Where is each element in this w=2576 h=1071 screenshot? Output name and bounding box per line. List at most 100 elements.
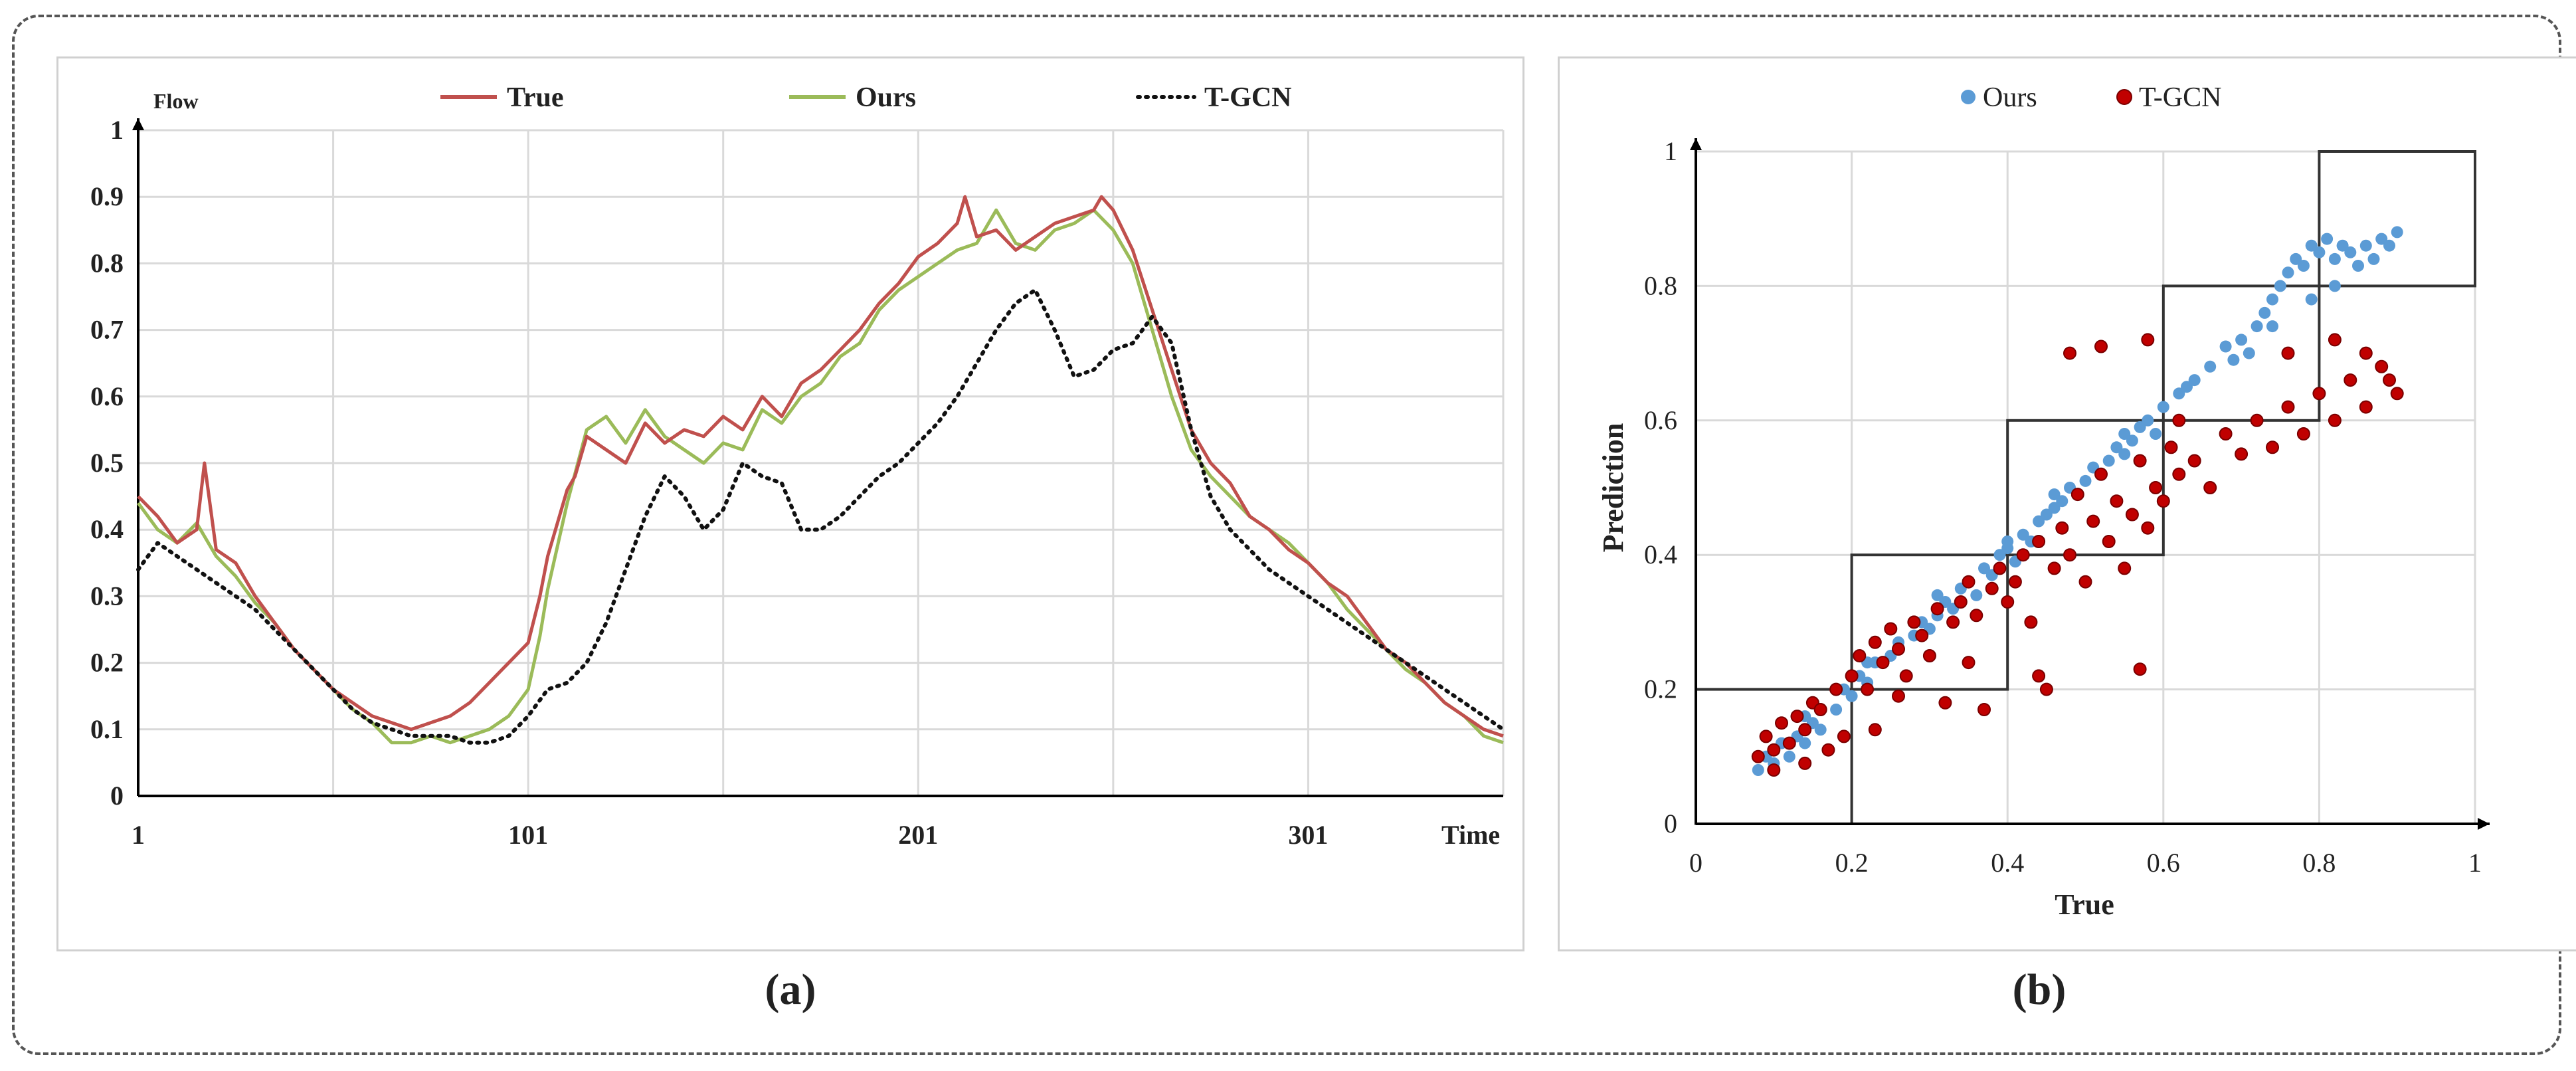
data-point xyxy=(2305,293,2318,306)
x-axis-label: True xyxy=(2055,888,2114,921)
data-point xyxy=(2375,233,2388,245)
data-point xyxy=(2157,401,2169,413)
data-point xyxy=(2352,260,2364,272)
y-axis-head xyxy=(132,118,144,130)
x-tick-label: 1 xyxy=(2468,848,2482,878)
scatter-chart: 0 0.2 0.4 0.6 0.8 1 0 0.2 0.4 0.6 0.8 1 True Predicti… xyxy=(1597,82,2490,921)
data-point xyxy=(2328,252,2341,265)
data-point xyxy=(2142,414,2154,427)
data-point xyxy=(1993,549,2006,561)
data-point xyxy=(1767,763,1781,777)
data-point xyxy=(2172,413,2186,427)
data-point xyxy=(2328,413,2342,427)
data-point xyxy=(2134,421,2146,433)
data-point xyxy=(2297,260,2310,272)
y-axis-label: Flow xyxy=(153,89,199,113)
data-point xyxy=(2118,428,2131,440)
data-point xyxy=(2126,435,2138,447)
y-axis-head xyxy=(1690,138,1702,150)
data-point xyxy=(2149,481,2163,494)
data-point xyxy=(2204,360,2217,373)
data-point xyxy=(2181,381,2193,393)
data-point xyxy=(2187,454,2201,468)
data-point xyxy=(1884,622,1898,636)
data-point xyxy=(2375,359,2389,373)
caption-b: (b) xyxy=(2012,965,2067,1014)
data-point xyxy=(2156,494,2170,508)
data-point xyxy=(1752,764,1764,776)
data-point xyxy=(2110,441,2123,454)
data-point xyxy=(1978,703,1991,716)
data-point xyxy=(1868,723,1882,737)
series-line-t-gcn xyxy=(136,288,1505,745)
y-tick-label: 0.7 xyxy=(90,315,124,345)
data-point xyxy=(2102,454,2115,467)
x-tick-label: 201 xyxy=(898,820,938,850)
data-point xyxy=(2359,346,2373,360)
data-point xyxy=(1962,575,1976,589)
data-point xyxy=(1759,730,1773,743)
data-point xyxy=(1985,581,1999,595)
data-point xyxy=(2391,226,2403,239)
legend-label: T-GCN xyxy=(1204,82,1291,113)
data-point xyxy=(1845,669,1859,683)
data-point xyxy=(2047,561,2061,575)
x-tick-label: 0.6 xyxy=(2147,848,2180,878)
data-point xyxy=(1915,629,1929,642)
data-point xyxy=(1938,696,1952,710)
data-point xyxy=(1946,615,1960,629)
data-point xyxy=(1798,723,1812,737)
legend-label: True xyxy=(507,82,564,113)
data-point xyxy=(2219,340,2232,353)
data-point xyxy=(1876,656,1890,670)
y-tick-label: 0.5 xyxy=(90,448,124,478)
x-tick-label: 0.2 xyxy=(1835,848,1869,878)
data-point xyxy=(2227,353,2240,366)
data-point xyxy=(2001,595,2015,609)
series-line-true xyxy=(137,195,1504,738)
data-point xyxy=(1782,736,1796,750)
data-point xyxy=(1798,756,1812,770)
legend-marker xyxy=(2116,89,2132,105)
data-point xyxy=(2266,440,2279,454)
data-point xyxy=(2281,400,2295,414)
data-point xyxy=(1954,595,1968,609)
y-axis-label: Prediction xyxy=(1597,423,1629,553)
data-point xyxy=(2055,521,2069,535)
data-point xyxy=(2383,239,2395,252)
data-point xyxy=(1853,649,1867,662)
data-point xyxy=(2024,615,2038,629)
data-point xyxy=(2164,440,2178,454)
x-tick-label: 0.8 xyxy=(2302,848,2336,878)
data-point xyxy=(2141,521,2155,535)
threshold-box xyxy=(1850,553,2009,691)
line-chart: 0 0.1 0.2 0.3 0.4 0.5 0.6 0.7 0.8 0.9 1 1 101 201 301 F… xyxy=(90,82,1505,850)
data-point xyxy=(1829,682,1843,696)
x-tick-label: 301 xyxy=(1288,820,1328,850)
data-point xyxy=(2008,575,2022,589)
data-point xyxy=(2344,246,2357,258)
y-tick-label: 0.2 xyxy=(90,648,124,678)
data-point xyxy=(2056,495,2069,508)
data-point xyxy=(2296,427,2310,440)
data-point xyxy=(1978,562,1990,575)
y-tick-label: 0.4 xyxy=(1644,539,1677,569)
line-chart-panel: 0 0.1 0.2 0.3 0.4 0.5 0.6 0.7 0.8 0.9 1 1 101 201 301 F… xyxy=(56,56,1524,951)
data-point xyxy=(2219,427,2233,440)
data-point xyxy=(2094,467,2108,481)
data-point xyxy=(1783,750,1795,763)
data-point xyxy=(2118,448,2131,460)
data-point xyxy=(2274,280,2286,292)
data-point xyxy=(2001,536,2014,547)
data-point xyxy=(2328,333,2342,347)
y-tick-label: 0.6 xyxy=(1644,405,1677,435)
data-point xyxy=(2078,575,2092,589)
data-point xyxy=(1751,749,1765,763)
x-axis-label: Time xyxy=(1441,820,1500,850)
data-point xyxy=(1907,615,1921,629)
data-point xyxy=(1930,602,1944,616)
data-point xyxy=(1892,689,1905,703)
data-point xyxy=(1861,682,1875,696)
data-point xyxy=(2359,239,2372,252)
data-point xyxy=(2125,508,2139,522)
